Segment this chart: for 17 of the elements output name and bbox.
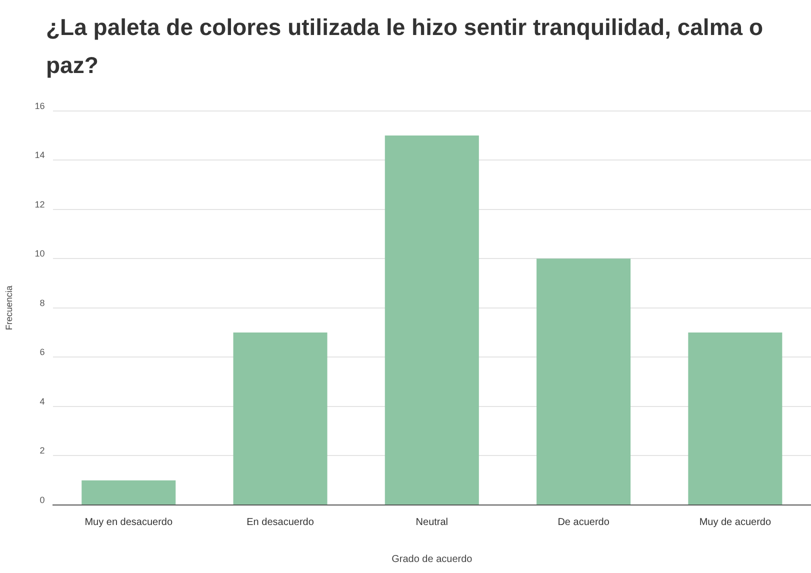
chart-title: ¿La paleta de colores utilizada le hizo sentir tranquilidad, calma o paz?: [46, 13, 764, 80]
y-tick-label: 14: [34, 150, 45, 160]
y-tick-label: 12: [34, 199, 45, 210]
x-tick-label: Neutral: [416, 516, 448, 528]
y-tick-label: 6: [40, 347, 45, 358]
y-tick-label: 16: [34, 100, 45, 111]
y-axis-title: Frecuencia: [4, 286, 14, 330]
x-tick-label: En desacuerdo: [246, 516, 314, 528]
y-tick-label: 0: [40, 494, 45, 505]
y-tick-label: 8: [40, 298, 45, 308]
x-tick-label: Muy de acuerdo: [699, 516, 772, 528]
y-tick-label: 4: [40, 396, 45, 406]
x-tick-label: De acuerdo: [558, 516, 610, 528]
y-tick-label: 10: [34, 248, 45, 259]
x-axis-title: Grado de acuerdo: [392, 554, 473, 565]
y-tick-label: 2: [40, 446, 45, 456]
x-tick-label: Muy en desacuerdo: [84, 516, 173, 528]
